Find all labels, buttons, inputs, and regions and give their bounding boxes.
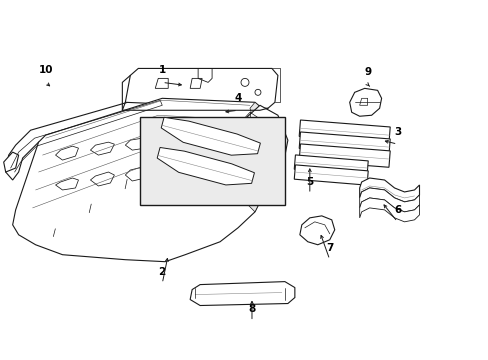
Polygon shape	[299, 132, 389, 155]
Text: 8: 8	[248, 305, 255, 315]
Polygon shape	[6, 92, 170, 180]
Polygon shape	[359, 178, 419, 202]
Polygon shape	[294, 155, 367, 175]
Polygon shape	[157, 148, 254, 185]
Polygon shape	[247, 102, 267, 212]
Polygon shape	[155, 78, 168, 88]
Polygon shape	[299, 144, 389, 167]
Polygon shape	[161, 117, 260, 155]
Polygon shape	[13, 98, 267, 262]
Polygon shape	[299, 120, 389, 143]
Text: 10: 10	[38, 66, 53, 76]
Polygon shape	[125, 138, 148, 150]
Polygon shape	[238, 105, 287, 205]
Polygon shape	[195, 160, 218, 172]
Text: 9: 9	[364, 67, 370, 77]
Polygon shape	[125, 68, 277, 108]
Text: 6: 6	[393, 205, 400, 215]
Text: 5: 5	[305, 177, 313, 187]
Text: 1: 1	[158, 66, 165, 76]
Polygon shape	[90, 172, 114, 186]
Text: 7: 7	[325, 243, 333, 253]
Polygon shape	[56, 146, 78, 160]
Polygon shape	[195, 188, 218, 200]
Polygon shape	[56, 178, 78, 190]
Text: 2: 2	[158, 267, 165, 276]
Polygon shape	[125, 167, 148, 181]
Polygon shape	[359, 98, 367, 105]
Polygon shape	[359, 188, 419, 212]
Polygon shape	[190, 282, 294, 306]
Polygon shape	[160, 162, 184, 176]
Polygon shape	[349, 88, 381, 116]
Polygon shape	[190, 78, 202, 88]
Polygon shape	[359, 198, 419, 222]
Polygon shape	[4, 152, 19, 172]
Polygon shape	[160, 135, 184, 148]
Polygon shape	[299, 216, 334, 245]
Text: 3: 3	[393, 127, 400, 137]
Text: 4: 4	[234, 93, 241, 103]
Polygon shape	[294, 165, 367, 185]
Bar	[140, 117, 285, 205]
Polygon shape	[90, 142, 114, 155]
